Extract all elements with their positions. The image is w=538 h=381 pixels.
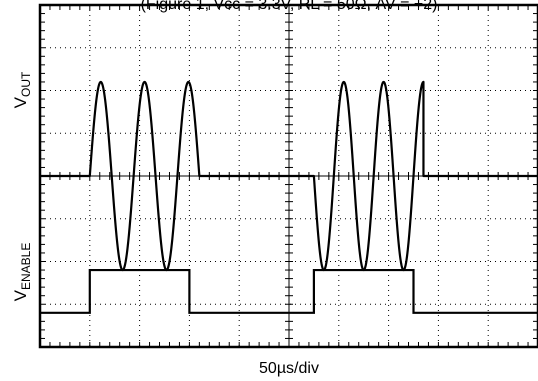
traces: [40, 80, 538, 314]
y-label-vout: VOUT: [11, 71, 33, 108]
vout-label-main: V: [11, 96, 30, 108]
graticule: [40, 5, 538, 347]
venable-trace: [40, 268, 538, 314]
x-axis-label: 50µs/div: [259, 360, 319, 377]
y-label-venable: VENABLE: [11, 243, 33, 302]
vout-trace: [40, 80, 538, 272]
venable-label-main: V: [11, 289, 30, 301]
venable-label-subscript: ENABLE: [19, 243, 33, 290]
vout-label-subscript: OUT: [19, 71, 33, 97]
